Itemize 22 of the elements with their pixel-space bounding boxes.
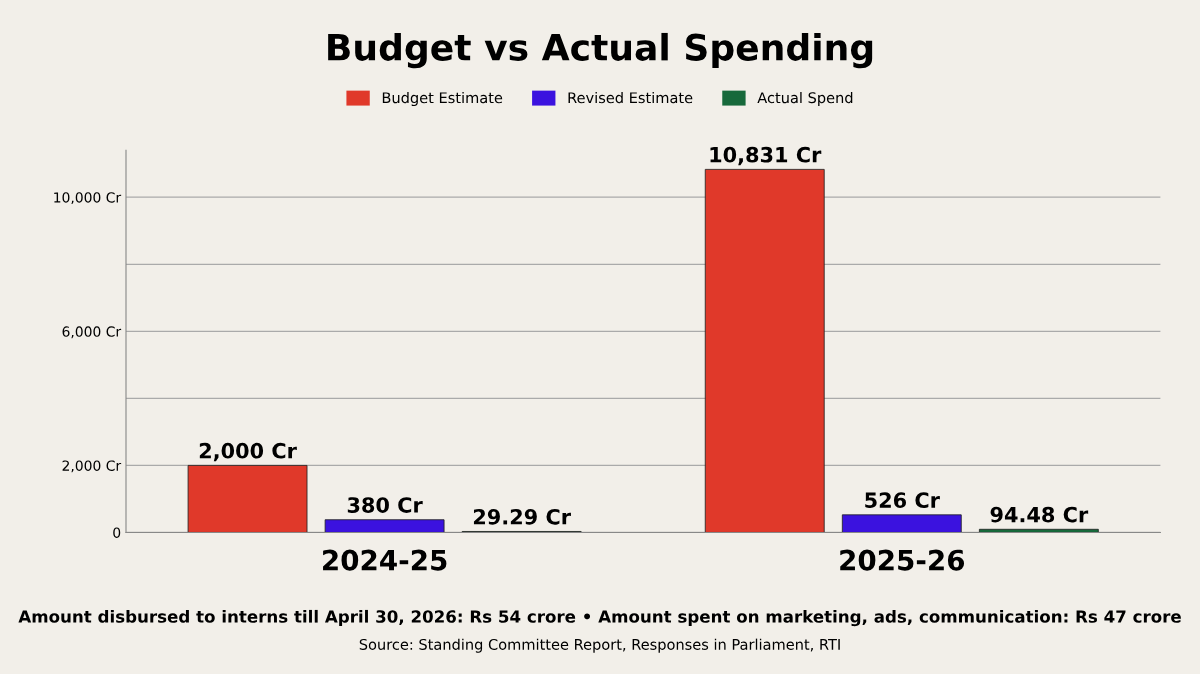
x-tick-label: 2024-25 [323, 549, 447, 571]
bar [841, 514, 962, 533]
bar [704, 168, 825, 533]
text: Amount disbursed to interns till April 30, 2026: Rs 54 crore • Amount spent on marketing, ads, communication: Rs 47 crore [18, 609, 1181, 627]
data-label: 2,000 Cr [199, 442, 297, 462]
y-tick-label: 10,000 Cr [54, 192, 122, 205]
chart-title: Budget vs Actual Spending [328, 32, 873, 69]
y-tick-label: 0 [113, 527, 121, 538]
bar [187, 464, 308, 533]
legend-label: Budget Estimate [382, 91, 503, 107]
y-tick-label: 2,000 Cr [62, 460, 122, 473]
legend-label: Actual Spend [757, 91, 853, 107]
data-label: 380 Cr [347, 497, 423, 513]
data-label: 29.29 Cr [473, 508, 571, 525]
legend-label: Revised Estimate [568, 91, 693, 104]
x-tick-label: 2025-26 [840, 549, 965, 571]
y-tick-label: 6,000 Cr [62, 326, 122, 339]
data-label: 526 Cr [865, 492, 940, 509]
bar [324, 519, 445, 533]
data-label: 10,831 Cr [710, 146, 822, 166]
data-label: 94.48 Cr [990, 506, 1089, 523]
source-note: Source: Standing Committee Report, Responses in Parliament, RTI [359, 638, 840, 653]
